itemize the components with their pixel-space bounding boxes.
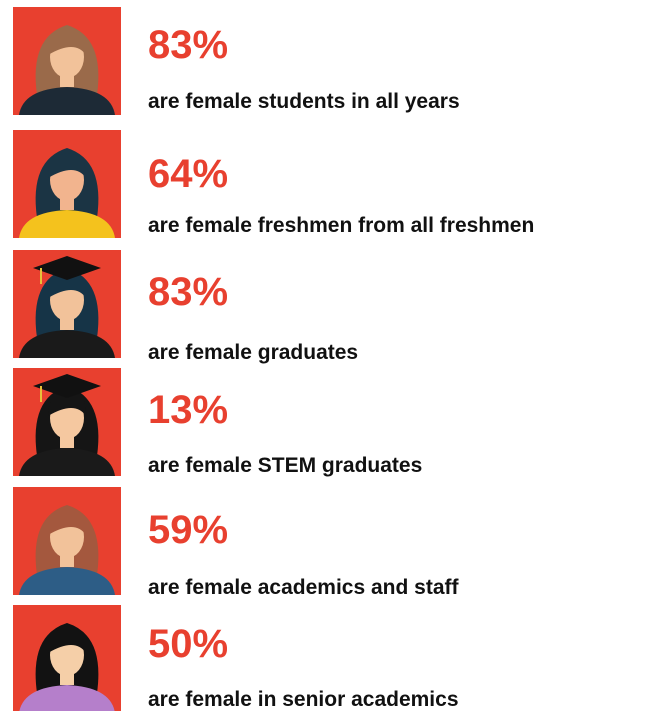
avatar-icon (13, 487, 121, 595)
description: are female freshmen from all freshmen (148, 214, 534, 237)
percentage: 83% (148, 270, 228, 314)
percentage: 64% (148, 152, 228, 196)
avatar-icon (13, 368, 121, 476)
percentage: 83% (148, 23, 228, 67)
description: are female STEM graduates (148, 454, 422, 477)
avatar-icon (13, 250, 121, 358)
avatar-icon (13, 130, 121, 238)
avatar-icon (13, 605, 121, 711)
description: are female academics and staff (148, 576, 459, 599)
avatar-icon (13, 7, 121, 115)
percentage: 59% (148, 508, 228, 552)
infographic: 83% are female students in all years 64% ar… (0, 0, 669, 711)
description: are female in senior academics (148, 688, 459, 711)
description: are female students in all years (148, 90, 460, 113)
percentage: 50% (148, 622, 228, 666)
description: are female graduates (148, 341, 358, 364)
percentage: 13% (148, 388, 228, 432)
